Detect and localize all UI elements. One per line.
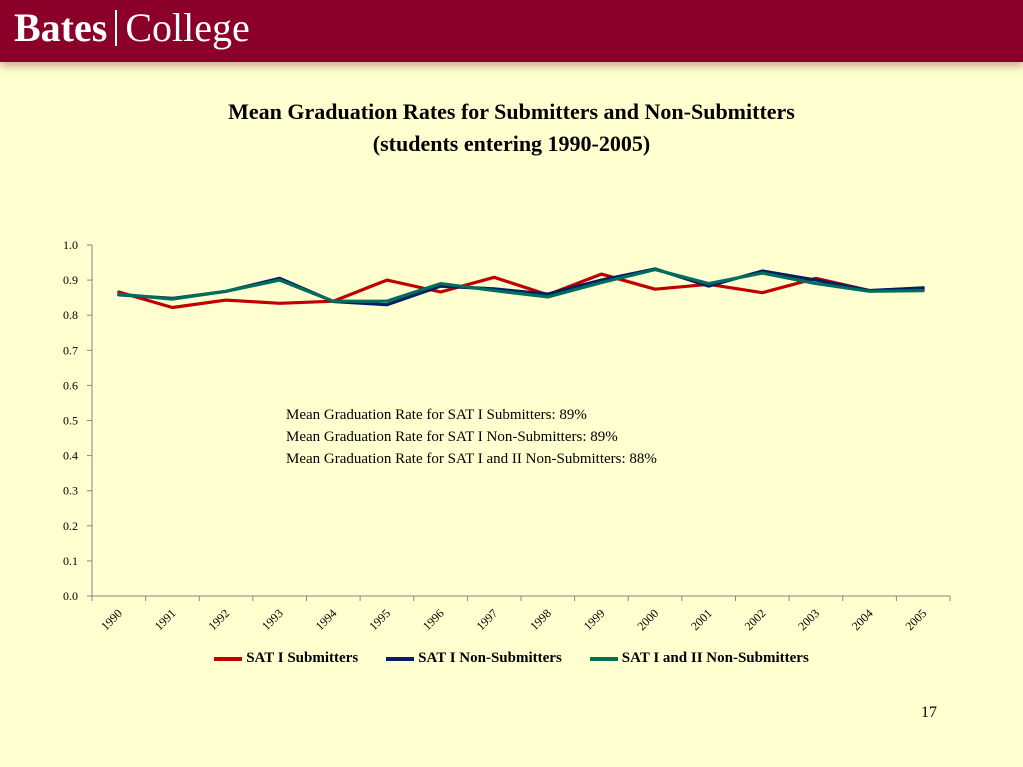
y-tick-label: 0.4 [63, 449, 78, 463]
chart-annotation: Mean Graduation Rate for SAT I Submitter… [286, 404, 657, 470]
x-tick-label: 1997 [473, 606, 500, 633]
legend-swatch-sat1-submitters [214, 656, 243, 661]
annotation-sat1-2-non-submitters: Mean Graduation Rate for SAT I and II No… [286, 451, 657, 467]
x-tick-label: 1991 [152, 606, 179, 633]
legend-swatch-sat1-non-submitters [386, 656, 415, 661]
series-line-1 [117, 272, 925, 310]
x-tick-label: 1993 [259, 606, 286, 633]
x-tick-label: 2001 [688, 606, 715, 633]
legend-label-sat1-non-submitters: SAT I Non-Submitters [418, 650, 562, 666]
x-tick-label: 1994 [313, 606, 340, 633]
x-tick-label: 1990 [98, 606, 125, 633]
y-tick-label: 0.0 [63, 589, 78, 603]
x-tick-label: 1992 [205, 606, 232, 633]
legend-item-sat1-non-submitters: SAT I Non-Submitters [386, 650, 562, 667]
legend-label-sat1-submitters: SAT I Submitters [246, 650, 359, 666]
x-tick-label: 1998 [527, 606, 554, 633]
legend-label-sat1-2-non-submitters: SAT I and II Non-Submitters [621, 650, 809, 666]
y-tick-label: 0.7 [63, 343, 78, 357]
x-tick-label: 1999 [581, 606, 608, 633]
chart-title-line-1: Mean Graduation Rates for Submitters and… [228, 99, 795, 124]
logo-text-college: College [125, 5, 250, 50]
annotation-sat1-submitters: Mean Graduation Rate for SAT I Submitter… [286, 407, 587, 423]
y-tick-label: 0.3 [63, 484, 78, 498]
x-tick-label: 1996 [420, 606, 447, 633]
bates-college-logo: Bates College [14, 6, 250, 50]
logo-text-bates: Bates [14, 5, 108, 50]
x-tick-label: 2005 [902, 606, 929, 633]
legend-swatch-sat1-2-non-submitters [589, 656, 618, 661]
y-tick-label: 0.6 [63, 378, 78, 392]
y-tick-label: 0.5 [63, 414, 78, 428]
x-tick-label: 2000 [634, 606, 661, 633]
chart-legend: SAT I Submitters SAT I Non-Submitters SA… [0, 650, 1023, 667]
y-tick-label: 1.0 [63, 238, 78, 252]
y-tick-label: 0.1 [63, 554, 78, 568]
chart-title-line-2: (students entering 1990-2005) [372, 131, 651, 156]
header-banner: Bates College [0, 0, 1023, 62]
x-tick-label: 2004 [849, 606, 876, 633]
y-tick-label: 0.9 [63, 273, 78, 287]
y-tick-label: 0.2 [63, 519, 78, 533]
page-number: 17 [921, 704, 937, 721]
x-tick-label: 2003 [795, 606, 822, 633]
legend-item-sat1-submitters: SAT I Submitters [214, 650, 358, 667]
y-tick-label: 0.8 [63, 308, 78, 322]
series-line-3 [117, 268, 925, 303]
legend-item-sat1-2-non-submitters: SAT I and II Non-Submitters [589, 650, 809, 667]
x-tick-label: 2002 [742, 606, 769, 633]
logo-divider [115, 10, 118, 46]
x-tick-label: 1995 [366, 606, 393, 633]
chart-title: Mean Graduation Rates for Submitters and… [0, 96, 1023, 160]
annotation-sat1-non-submitters: Mean Graduation Rate for SAT I Non-Submi… [286, 429, 618, 445]
